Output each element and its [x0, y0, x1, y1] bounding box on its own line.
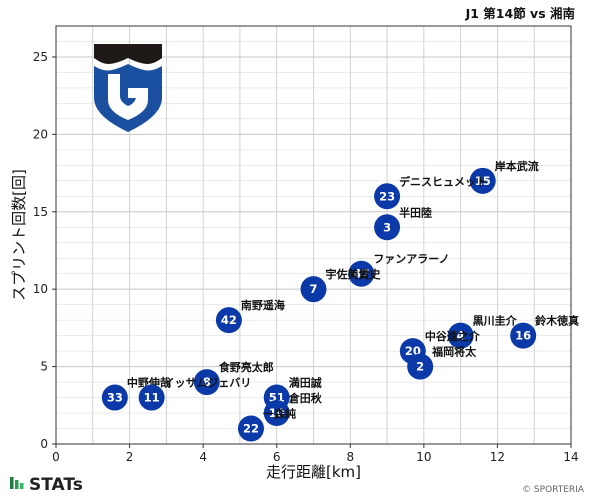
y-tick-label: 0	[40, 437, 48, 451]
plot-frame	[55, 25, 572, 445]
point-number: 16	[515, 329, 531, 343]
data-points: 15岸本武流23デニスヒュメット3半田陸47ファンアラーノ7宇佐美貴史42南野遥…	[101, 159, 579, 442]
grid	[56, 26, 571, 444]
x-tick-label: 14	[563, 450, 578, 464]
x-axis-label: 走行距離[km]	[266, 463, 361, 481]
y-tick-label: 15	[33, 205, 48, 219]
point-name-label: 中野伸哉	[127, 376, 171, 390]
player-point: 22 一森純	[237, 407, 296, 442]
point-number: 15	[475, 174, 491, 188]
point-number: 8	[203, 375, 211, 389]
x-tick-label: 6	[273, 450, 281, 464]
player-point: 33 中野伸哉	[101, 376, 171, 411]
point-name-label: 黒川圭介	[473, 314, 518, 328]
point-marker	[215, 307, 242, 334]
point-name-label: 岸本武流	[495, 159, 539, 173]
point-number: 42	[221, 313, 237, 327]
point-marker	[407, 353, 434, 380]
point-number: 23	[379, 189, 395, 203]
point-number: 33	[107, 391, 123, 405]
y-tick-label: 20	[33, 127, 48, 141]
point-name-label: イッサムジェバリ	[164, 377, 252, 390]
x-tick-label: 8	[346, 450, 354, 464]
player-point: 16 鈴木徳真	[510, 314, 579, 349]
point-marker	[138, 384, 165, 411]
point-name-label: デニスヒュメット	[399, 174, 487, 188]
point-number: 11	[144, 391, 160, 405]
point-marker	[300, 276, 327, 303]
point-name-label: 鈴木徳真	[535, 314, 579, 328]
stats-logo-icon	[10, 477, 24, 489]
point-number: 3	[383, 220, 391, 234]
point-marker	[237, 415, 264, 442]
point-name-label: 中谷進之介	[425, 329, 481, 343]
point-marker	[510, 322, 537, 349]
point-number: 47	[353, 267, 369, 281]
point-name-label: 倉田秋	[288, 391, 323, 405]
point-marker	[469, 167, 496, 194]
logo-g-letter	[108, 74, 148, 120]
point-number: 10	[269, 406, 285, 420]
player-point: 8 食野亮太郎	[193, 360, 274, 396]
chart-title: J1 第14節 vs 湘南	[465, 6, 576, 21]
point-name-label: 半田陸	[399, 205, 432, 219]
point-name-label: 南野遥海	[241, 298, 285, 312]
point-number: 2	[416, 360, 424, 374]
player-point: 3 半田陸	[374, 205, 432, 241]
stats-brand: STATs	[29, 475, 83, 495]
player-point: 42 南野遥海	[215, 298, 285, 334]
point-name-label: 宇佐美貴史	[326, 267, 382, 281]
player-point: 11 イッサムジェバリ	[138, 377, 252, 411]
point-name-label: 一森純	[263, 407, 296, 421]
point-number: 4	[457, 329, 465, 343]
point-marker	[348, 260, 375, 287]
point-marker	[263, 400, 290, 427]
y-axis-label: スプリント回数[回]	[10, 169, 28, 301]
logo-top-band	[94, 44, 162, 64]
point-marker	[101, 384, 128, 411]
player-point: 2 福岡将太	[407, 345, 477, 380]
point-name-label: 食野亮太郎	[219, 360, 274, 374]
point-marker	[374, 183, 401, 210]
x-tick-label: 0	[52, 450, 60, 464]
copyright-credit: © SPORTERIA	[522, 485, 585, 495]
player-point: 23 デニスヒュメット	[374, 174, 487, 210]
y-tick-label: 25	[33, 50, 48, 64]
player-point: 47 ファンアラーノ	[348, 253, 450, 287]
player-point: 4 黒川圭介	[447, 314, 518, 349]
point-marker	[447, 322, 474, 349]
point-name-label: 満田誠	[289, 376, 322, 390]
point-marker	[374, 214, 401, 241]
y-tick-label: 10	[33, 282, 48, 296]
x-tick-label: 4	[199, 450, 207, 464]
y-tick-label: 5	[40, 360, 48, 374]
point-number: 7	[309, 282, 317, 296]
point-name-label: ファンアラーノ	[373, 253, 449, 266]
axis-ticks: 0 2 4 6 8 10 12 14 0 5 10 15 20 25	[33, 50, 579, 464]
point-marker	[193, 369, 220, 396]
player-point: 15 岸本武流	[469, 159, 539, 194]
point-number: 22	[243, 422, 259, 436]
point-name-label: 福岡将太	[431, 345, 477, 359]
player-point: 7 宇佐美貴史	[300, 267, 382, 303]
x-tick-label: 12	[490, 450, 505, 464]
x-tick-label: 2	[126, 450, 134, 464]
club-logo	[94, 44, 162, 132]
x-tick-label: 10	[416, 450, 431, 464]
